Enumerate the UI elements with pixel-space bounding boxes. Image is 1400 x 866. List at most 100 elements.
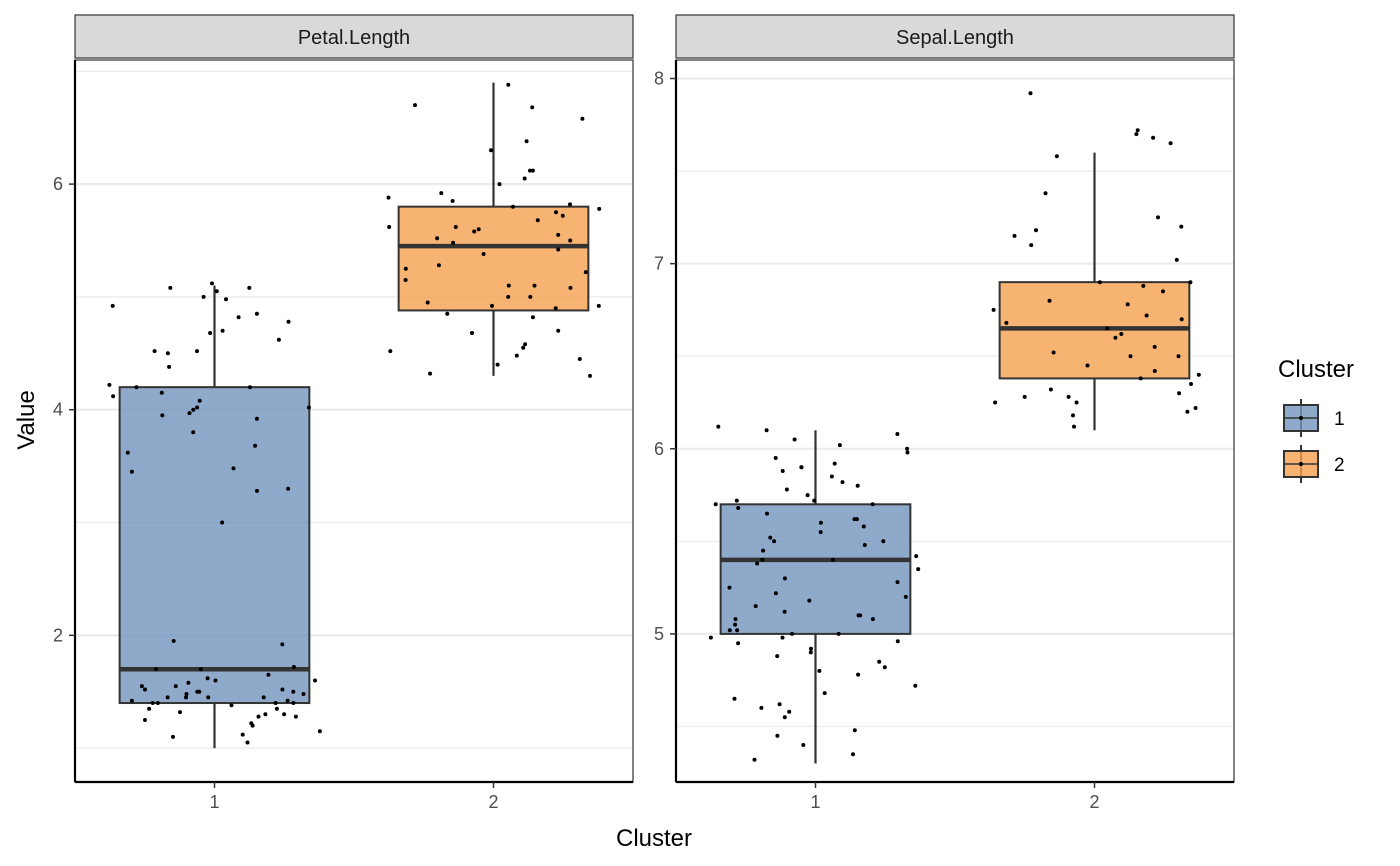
data-point [773,591,778,596]
y-tick-label: 6 [53,174,63,194]
data-point [732,696,737,701]
data-point [568,285,573,290]
data-point [532,283,537,288]
strip-label: Petal.Length [298,27,410,49]
data-point [1141,283,1146,288]
data-point [993,400,998,405]
data-point [764,428,769,433]
data-point [916,567,921,572]
data-point [497,182,502,187]
data-point [753,604,758,609]
data-point [1097,280,1102,285]
data-point [386,195,391,200]
data-point [905,450,910,455]
data-point [1074,400,1079,405]
panel-petal-length: Petal.Length 2 4 6 1 2 [53,14,634,812]
data-point [881,539,886,544]
data-point [1144,313,1149,318]
data-point [870,617,875,622]
data-point [256,714,261,719]
data-point [1156,215,1160,220]
data-point [1034,228,1038,233]
data-point [195,405,200,410]
data-point [210,281,214,286]
data-point [522,176,527,181]
panel-sepal-length: Sepal.Length 5 6 7 8 1 2 [654,14,1235,812]
data-point [248,385,252,390]
data-point [387,225,392,229]
data-point [882,665,887,670]
data-point [213,678,218,683]
data-point [231,466,236,471]
data-point [168,285,173,290]
data-point [588,373,592,378]
data-point [580,116,585,121]
data-point [306,405,311,410]
data-point [852,728,857,733]
data-point [822,691,827,696]
data-point [1134,132,1139,137]
data-point [1189,382,1193,386]
data-point [840,480,845,485]
data-point [837,443,842,448]
y-tick-label: 2 [53,625,63,645]
data-point [301,692,306,696]
data-point [736,506,741,510]
data-point [1168,141,1173,146]
data-point [506,294,511,299]
data-point [293,714,298,719]
data-point [1152,369,1157,373]
data-point [195,349,199,354]
data-point [1012,233,1017,238]
box-cluster-1 [719,503,912,635]
data-point [1022,394,1027,399]
data-point [291,664,296,669]
x-tick-label: 1 [810,792,820,812]
legend: Cluster 1 2 [1278,356,1354,483]
data-point [553,306,558,311]
data-point [895,639,900,644]
data-point [125,450,130,455]
data-point [855,483,860,488]
data-point [862,543,867,547]
data-point [829,474,834,479]
data-point [1138,376,1143,381]
panels-layer: Petal.Length 2 4 6 1 2 Sepal.Length 5 6 7 8 1 2 [53,14,1235,812]
data-point [511,204,515,209]
data-point [727,585,732,590]
y-tick-label: 8 [654,69,664,89]
data-point [208,331,213,335]
data-point [895,432,900,436]
data-point [129,469,134,474]
data-point [713,502,718,507]
data-point [801,743,806,747]
data-point [152,349,157,354]
data-point [991,307,996,312]
data-point [1051,350,1056,355]
data-point [143,687,147,692]
box-cluster-1 [118,386,311,705]
data-point [530,315,535,320]
data-point [1047,298,1052,303]
strip-background [74,14,634,59]
data-point [521,345,526,350]
data-point [792,437,797,442]
data-point [1029,243,1034,248]
data-point [914,554,919,559]
data-point [1119,332,1124,336]
data-point [913,683,918,688]
x-tick-label: 2 [1089,792,1099,812]
data-point [775,733,780,738]
data-point [453,225,458,229]
data-point [276,337,281,342]
x-tick-label: 1 [209,792,219,812]
data-point [229,703,234,708]
data-point [198,667,203,672]
data-point [184,695,188,700]
data-point [110,303,115,308]
data-point [167,364,172,369]
data-point [568,238,573,243]
data-point [560,213,565,218]
data-point [403,266,408,271]
data-point [761,548,766,553]
